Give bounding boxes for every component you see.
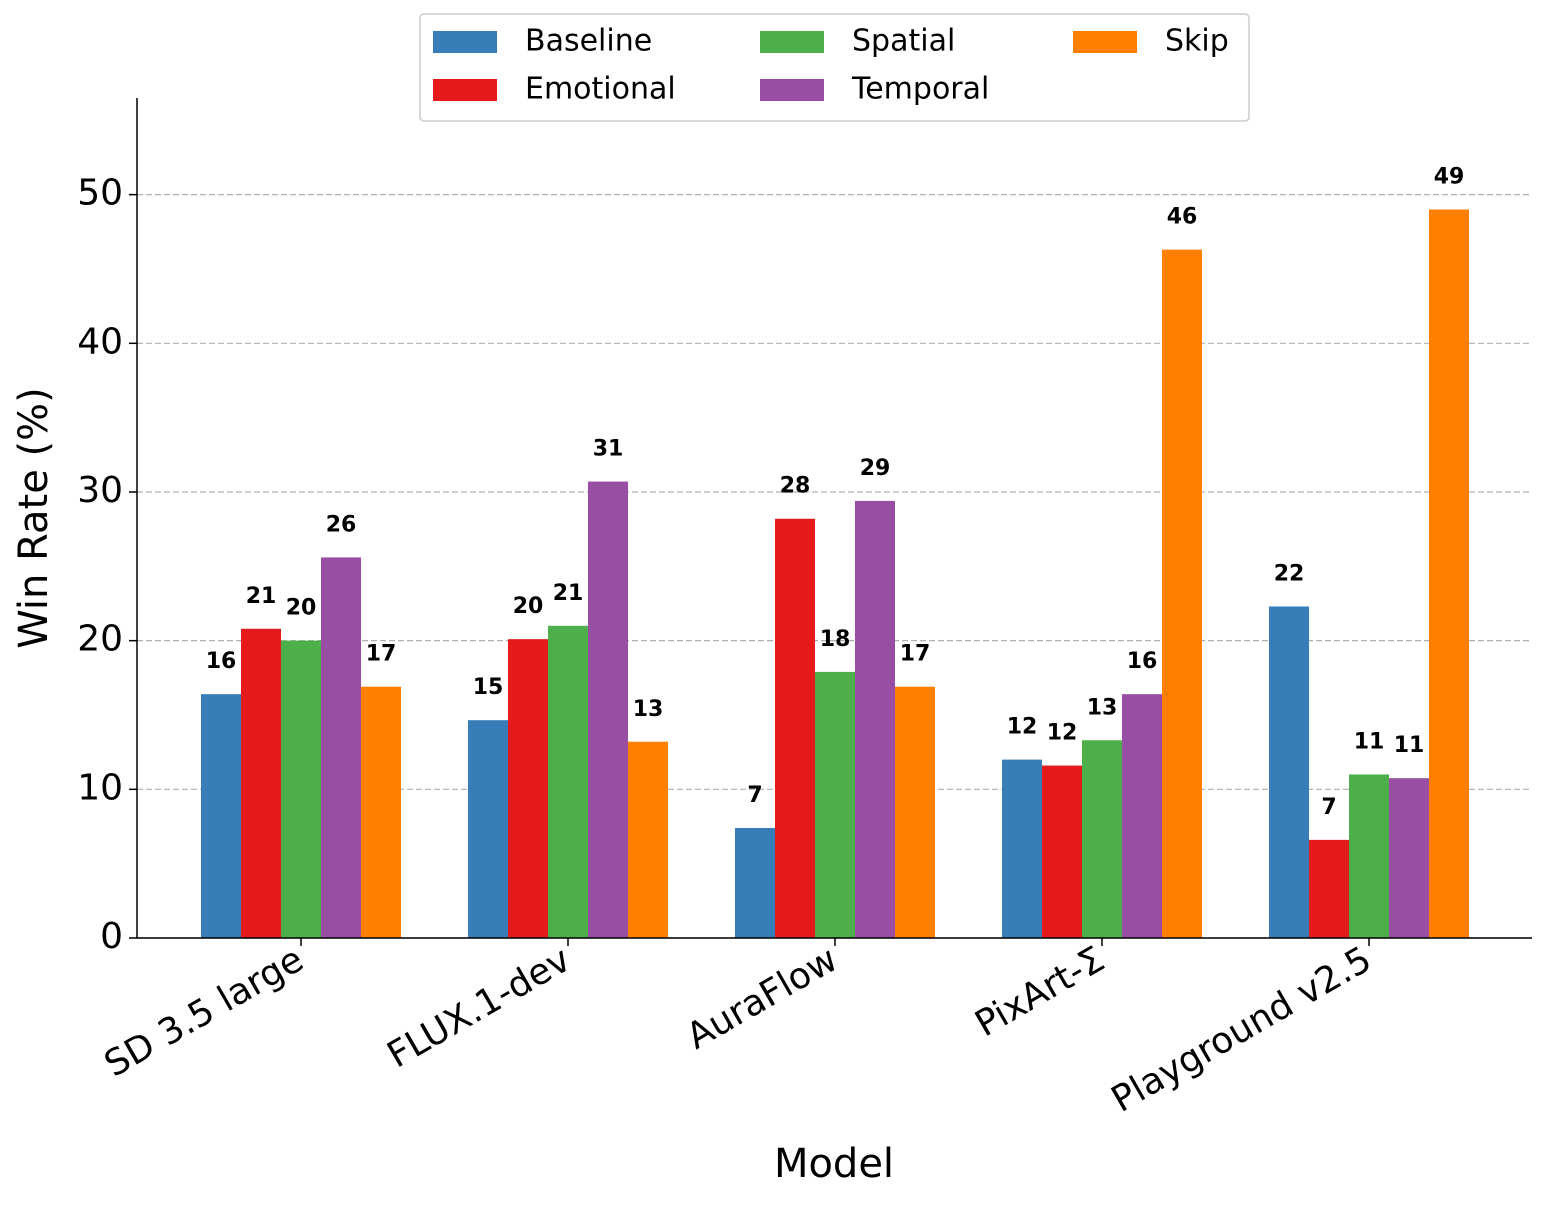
bar	[735, 827, 775, 938]
legend-swatch	[760, 79, 824, 101]
value-label: 20	[286, 596, 317, 621]
bar	[1042, 765, 1082, 938]
y-tick-label: 40	[77, 321, 123, 362]
bar	[468, 720, 508, 938]
bar	[855, 500, 895, 938]
legend-box	[419, 13, 1250, 122]
value-label: 15	[473, 675, 504, 700]
legend-label: Skip	[1165, 24, 1229, 59]
bar	[548, 625, 588, 938]
y-tick-label: 30	[77, 470, 123, 511]
bar	[361, 686, 401, 938]
legend-swatch	[1073, 31, 1137, 53]
value-label: 16	[206, 649, 237, 674]
value-label: 7	[1321, 795, 1336, 820]
x-tick-label: SD 3.5 large	[98, 939, 311, 1085]
value-label: 31	[593, 437, 624, 462]
value-label: 17	[366, 642, 397, 667]
value-label: 13	[633, 697, 664, 722]
bar	[1389, 778, 1429, 938]
value-label: 12	[1047, 721, 1078, 746]
value-label: 17	[900, 642, 931, 667]
value-label: 28	[780, 474, 811, 499]
y-tick-label: 0	[100, 916, 123, 957]
bar	[201, 694, 241, 938]
value-label: 29	[860, 456, 891, 481]
value-label: 20	[513, 594, 544, 619]
legend-label: Temporal	[851, 72, 989, 107]
bar	[1082, 740, 1122, 938]
bar	[775, 518, 815, 938]
value-label: 22	[1274, 561, 1305, 586]
bar	[1002, 759, 1042, 938]
bar	[1162, 249, 1202, 939]
value-label: 13	[1087, 695, 1118, 720]
value-label: 12	[1007, 715, 1038, 740]
bar	[281, 640, 321, 938]
y-tick-label: 50	[77, 173, 123, 214]
value-label: 16	[1127, 649, 1158, 674]
bar	[815, 671, 855, 938]
legend-swatch	[760, 31, 824, 53]
value-label: 46	[1167, 205, 1198, 230]
legend-swatch	[433, 79, 497, 101]
bar	[1269, 606, 1309, 938]
x-tick-label: AuraFlow	[680, 939, 845, 1058]
bar	[628, 741, 668, 938]
value-label: 26	[326, 512, 357, 537]
legend-label: Spatial	[852, 24, 955, 59]
bar	[588, 481, 628, 938]
bar	[1349, 774, 1389, 938]
value-label: 7	[747, 783, 762, 808]
bar	[1122, 694, 1162, 938]
value-label: 18	[820, 627, 851, 652]
legend-label: Emotional	[525, 72, 676, 107]
y-tick-label: 10	[77, 767, 123, 808]
x-tick-label: Playground v2.5	[1105, 939, 1379, 1121]
value-label: 49	[1434, 165, 1465, 190]
bar	[1309, 839, 1349, 938]
bar	[1429, 209, 1469, 939]
legend-swatch	[433, 31, 497, 53]
x-tick-label: FLUX.1-dev	[381, 939, 578, 1076]
y-tick-label: 20	[77, 619, 123, 660]
bar	[241, 628, 281, 938]
value-label: 11	[1394, 733, 1425, 758]
x-axis-label: Model	[774, 1141, 894, 1187]
bar	[321, 557, 361, 938]
bar	[508, 639, 548, 938]
value-label: 21	[553, 581, 584, 606]
value-label: 11	[1354, 729, 1385, 754]
legend-label: Baseline	[525, 24, 652, 59]
y-axis-label: Win Rate (%)	[11, 387, 57, 649]
bar	[895, 686, 935, 938]
value-label: 21	[246, 584, 277, 609]
x-tick-label: PixArt-Σ	[968, 939, 1111, 1045]
